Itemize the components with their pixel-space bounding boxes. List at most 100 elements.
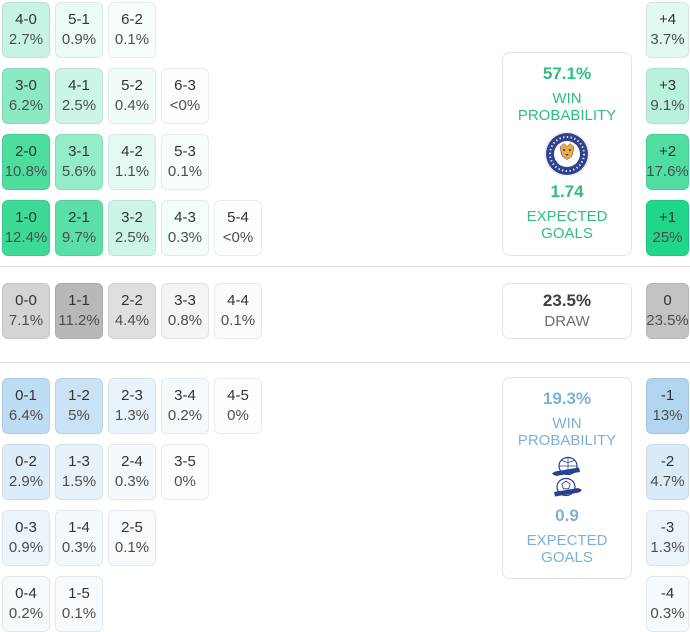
- home-score-cell-4-3[interactable]: 4-3 0.3%: [161, 200, 209, 256]
- home-score-cell-4-1[interactable]: 4-1 2.5%: [55, 68, 103, 124]
- cell-value: +2: [658, 142, 677, 160]
- draw-score-cell-4-4[interactable]: 4-4 0.1%: [214, 283, 262, 339]
- cell-value: 3-2: [121, 208, 143, 226]
- cell-probability: 11.2%: [58, 312, 100, 329]
- cell-probability: 6.4%: [8, 407, 44, 424]
- away-score-cell-0-4[interactable]: 0-4 0.2%: [2, 576, 50, 632]
- away-score-cell-0-2[interactable]: 0-2 2.9%: [2, 444, 50, 500]
- draw-panel: 23.5% DRAW: [502, 283, 632, 339]
- cell-probability: 0.1%: [61, 605, 97, 622]
- cell-probability: 0.8%: [167, 312, 203, 329]
- away-win-panel: 19.3% WIN PROBABILITY 0.9 EXPECTED GOALS: [502, 377, 632, 579]
- cell-probability: 0.2%: [8, 605, 44, 622]
- home-score-cell-4-2[interactable]: 4-2 1.1%: [108, 134, 156, 190]
- cell-value: 0-1: [15, 386, 37, 404]
- home-win-probability-label: WIN PROBABILITY: [517, 90, 617, 125]
- cell-probability: 1.3%: [114, 407, 150, 424]
- cell-probability: 0.2%: [167, 407, 203, 424]
- home-score-cell-5-2[interactable]: 5-2 0.4%: [108, 68, 156, 124]
- cell-probability: 9.7%: [61, 229, 97, 246]
- cell-probability: 1.3%: [650, 539, 685, 556]
- cell-probability: 2.5%: [61, 97, 97, 114]
- away-score-cell-3-4[interactable]: 3-4 0.2%: [161, 378, 209, 434]
- home-score-cell-2-1[interactable]: 2-1 9.7%: [55, 200, 103, 256]
- home-score-cell-3-1[interactable]: 3-1 5.6%: [55, 134, 103, 190]
- goal-diff-cell-+2[interactable]: +2 17.6%: [646, 134, 689, 190]
- home-score-cell-5-3[interactable]: 5-3 0.1%: [161, 134, 209, 190]
- cell-probability: 5%: [68, 407, 90, 424]
- goal-diff-cell--2[interactable]: -2 4.7%: [646, 444, 689, 500]
- goal-diff-cell-0[interactable]: 0 23.5%: [646, 283, 689, 339]
- goal-diff-cell--3[interactable]: -3 1.3%: [646, 510, 689, 566]
- cell-value: 2-5: [121, 518, 143, 536]
- away-score-cell-2-5[interactable]: 2-5 0.1%: [108, 510, 156, 566]
- cell-value: 4-2: [121, 142, 143, 160]
- away-score-cell-1-3[interactable]: 1-3 1.5%: [55, 444, 103, 500]
- cell-value: 3-4: [174, 386, 196, 404]
- cell-value: 4-5: [227, 386, 249, 404]
- away-win-probability-label: WIN PROBABILITY: [517, 414, 617, 449]
- cell-probability: 6.2%: [8, 97, 44, 114]
- home-score-cell-1-0[interactable]: 1-0 12.4%: [2, 200, 50, 256]
- home-score-cell-2-0[interactable]: 2-0 10.8%: [2, 134, 50, 190]
- home-score-cell-5-4[interactable]: 5-4 <0%: [214, 200, 262, 256]
- cell-value: 1-5: [68, 584, 90, 602]
- cell-value: 6-2: [121, 10, 143, 28]
- goal-diff-cell-+3[interactable]: +3 9.1%: [646, 68, 689, 124]
- cell-probability: 0.1%: [167, 163, 203, 180]
- draw-score-cell-0-0[interactable]: 0-0 7.1%: [2, 283, 50, 339]
- goal-diff-cell--1[interactable]: -1 13%: [646, 378, 689, 434]
- cell-value: 3-0: [15, 76, 37, 94]
- cell-value: 2-3: [121, 386, 143, 404]
- home-score-cell-6-3[interactable]: 6-3 <0%: [161, 68, 209, 124]
- home-score-cell-5-1[interactable]: 5-1 0.9%: [55, 2, 103, 58]
- cell-value: +4: [658, 10, 677, 28]
- cell-value: 1-4: [68, 518, 90, 536]
- goal-diff-cell-+1[interactable]: +1 25%: [646, 200, 689, 256]
- cell-probability: 0.1%: [114, 31, 150, 48]
- away-score-cell-1-2[interactable]: 1-2 5%: [55, 378, 103, 434]
- home-goal-diff-column: +4 3.7% +3 9.1% +2 17.6% +1 25%: [646, 2, 689, 256]
- home-expected-goals-label: EXPECTED GOALS: [526, 208, 608, 243]
- away-score-grid: 0-1 6.4% 1-2 5% 2-3 1.3% 3-4 0.2% 4-5 0% 0-2 2.9% 1-…: [2, 378, 262, 632]
- cell-probability: 25%: [652, 229, 683, 246]
- away-score-cell-0-3[interactable]: 0-3 0.9%: [2, 510, 50, 566]
- home-score-cell-4-0[interactable]: 4-0 2.7%: [2, 2, 50, 58]
- cell-probability: 3.7%: [650, 31, 685, 48]
- home-score-grid: 4-0 2.7% 5-1 0.9% 6-2 0.1% 3-0 6.2% 4-1 2.5% 5-2 0.…: [2, 2, 262, 256]
- draw-score-grid: 0-0 7.1% 1-1 11.2% 2-2 4.4% 3-3 0.8% 4-4 0.1%: [2, 283, 262, 339]
- cell-value: 2-0: [15, 142, 37, 160]
- cell-value: +1: [658, 208, 677, 226]
- away-score-cell-1-5[interactable]: 1-5 0.1%: [55, 576, 103, 632]
- cell-value: 5-2: [121, 76, 143, 94]
- cell-value: 0: [663, 291, 672, 309]
- away-score-cell-3-5[interactable]: 3-5 0%: [161, 444, 209, 500]
- home-score-cell-3-0[interactable]: 3-0 6.2%: [2, 68, 50, 124]
- draw-score-cell-2-2[interactable]: 2-2 4.4%: [108, 283, 156, 339]
- cell-value: 0-2: [15, 452, 37, 470]
- home-win-probability-value: 57.1%: [542, 64, 592, 84]
- away-score-cell-2-3[interactable]: 2-3 1.3%: [108, 378, 156, 434]
- home-score-cell-6-2[interactable]: 6-2 0.1%: [108, 2, 156, 58]
- score-row: 1-0 12.4% 2-1 9.7% 3-2 2.5% 4-3 0.3% 5-4 <0%: [2, 200, 262, 256]
- cell-probability: 1.1%: [114, 163, 150, 180]
- away-score-cell-2-4[interactable]: 2-4 0.3%: [108, 444, 156, 500]
- goal-diff-cell-+4[interactable]: +4 3.7%: [646, 2, 689, 58]
- draw-score-cell-1-1[interactable]: 1-1 11.2%: [55, 283, 103, 339]
- home-team-crest-icon: [544, 131, 590, 177]
- away-score-cell-1-4[interactable]: 1-4 0.3%: [55, 510, 103, 566]
- score-row: 0-2 2.9% 1-3 1.5% 2-4 0.3% 3-5 0%: [2, 444, 262, 500]
- draw-score-cell-3-3[interactable]: 3-3 0.8%: [161, 283, 209, 339]
- goal-diff-cell--4[interactable]: -4 0.3%: [646, 576, 689, 632]
- cell-probability: <0%: [222, 229, 254, 246]
- cell-value: -2: [660, 452, 675, 470]
- cell-value: 1-0: [15, 208, 37, 226]
- cell-probability: 0%: [227, 407, 249, 424]
- away-score-cell-0-1[interactable]: 0-1 6.4%: [2, 378, 50, 434]
- home-score-cell-3-2[interactable]: 3-2 2.5%: [108, 200, 156, 256]
- away-score-cell-4-5[interactable]: 4-5 0%: [214, 378, 262, 434]
- cell-probability: 2.5%: [114, 229, 150, 246]
- cell-value: +3: [658, 76, 677, 94]
- cell-value: 3-3: [174, 291, 196, 309]
